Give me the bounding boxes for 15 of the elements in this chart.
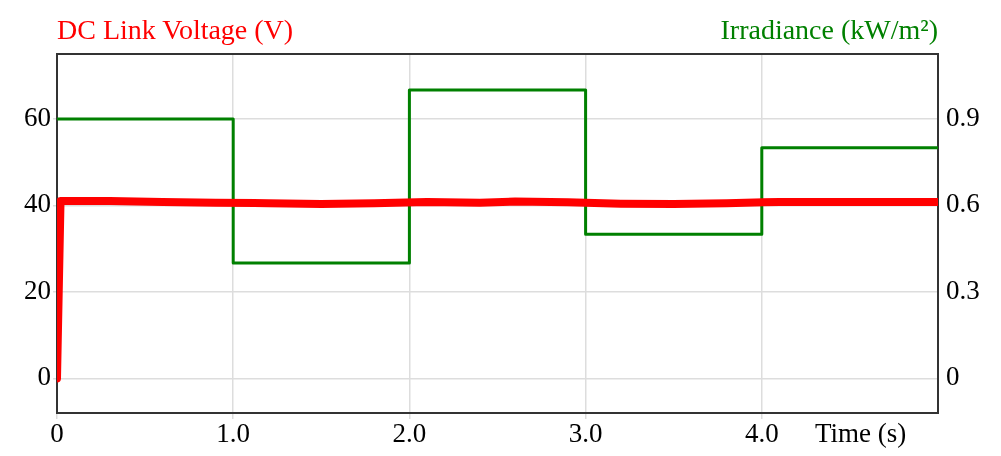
x-tick-label: 1.0 <box>216 418 251 449</box>
x-tick-label: 4.0 <box>744 418 779 449</box>
y2-tick-label: 0.9 <box>946 101 980 132</box>
y-tick-label: 40 <box>24 188 51 219</box>
x-tick-label: 2.0 <box>392 418 427 449</box>
x-axis-title: Time (s) <box>815 418 907 448</box>
y2-tick-label: 0 <box>946 361 960 392</box>
x-tick-label: 3.0 <box>568 418 603 449</box>
y-tick-label: 20 <box>24 274 51 305</box>
y-tick-label: 0 <box>37 361 51 392</box>
y-axis-title: DC Link Voltage (V) <box>57 14 294 45</box>
y2-axis-title: Irradiance (kW/m²) <box>720 14 938 45</box>
y2-tick-label: 0.3 <box>946 274 980 305</box>
y2-tick-label: 0.6 <box>946 188 980 219</box>
y-tick-label: 60 <box>24 101 51 132</box>
